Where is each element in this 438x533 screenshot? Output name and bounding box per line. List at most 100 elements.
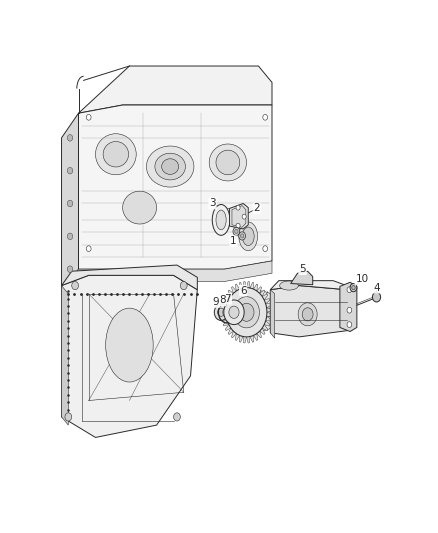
Polygon shape [267,308,272,312]
Polygon shape [231,331,237,338]
Polygon shape [61,276,197,438]
Ellipse shape [279,281,298,290]
Polygon shape [243,336,247,343]
Ellipse shape [95,134,136,175]
Polygon shape [225,294,231,300]
Text: 8: 8 [219,295,226,305]
Polygon shape [262,294,268,300]
Polygon shape [232,206,246,227]
Polygon shape [222,303,227,308]
Polygon shape [243,281,247,288]
Ellipse shape [103,142,129,167]
Ellipse shape [106,308,153,382]
Polygon shape [78,105,272,269]
Circle shape [352,286,355,290]
Circle shape [173,413,180,421]
Ellipse shape [162,159,179,174]
Ellipse shape [209,144,247,181]
Text: 7: 7 [225,294,231,304]
Ellipse shape [216,210,226,230]
Circle shape [226,288,267,337]
Circle shape [239,232,246,240]
Polygon shape [247,336,250,343]
Circle shape [223,307,232,318]
Circle shape [214,304,228,320]
Circle shape [67,200,73,207]
Polygon shape [235,334,240,341]
Ellipse shape [146,146,194,187]
Circle shape [229,306,239,318]
Circle shape [233,227,240,236]
Polygon shape [228,290,233,296]
Circle shape [67,233,73,240]
Polygon shape [264,298,270,304]
Circle shape [347,287,352,293]
Polygon shape [223,321,229,326]
Polygon shape [262,325,268,330]
Circle shape [350,284,357,292]
Circle shape [298,303,317,326]
Ellipse shape [242,227,254,246]
Polygon shape [61,286,68,425]
Circle shape [67,167,73,174]
Text: 6: 6 [240,286,247,295]
Polygon shape [61,265,197,290]
Circle shape [263,115,268,120]
Polygon shape [239,335,243,342]
Ellipse shape [216,150,240,175]
Polygon shape [228,328,233,335]
Circle shape [240,234,244,238]
Polygon shape [239,282,243,289]
Circle shape [347,322,352,327]
Polygon shape [270,281,346,290]
Ellipse shape [155,153,185,180]
Polygon shape [61,113,78,294]
Ellipse shape [212,205,230,235]
Polygon shape [247,281,250,288]
Polygon shape [270,286,346,337]
Circle shape [180,281,187,289]
Text: 5: 5 [299,264,306,274]
Circle shape [86,246,91,252]
Circle shape [224,300,244,325]
Polygon shape [291,271,313,285]
Polygon shape [78,66,272,113]
Circle shape [236,205,240,210]
Circle shape [72,281,78,289]
Circle shape [372,292,381,302]
Circle shape [263,246,268,252]
Circle shape [67,266,73,272]
Polygon shape [270,290,275,338]
Ellipse shape [231,290,282,332]
Polygon shape [340,282,357,332]
Polygon shape [250,335,254,342]
Circle shape [67,134,73,141]
Polygon shape [260,328,265,335]
Circle shape [302,308,313,321]
Polygon shape [254,334,258,341]
Polygon shape [235,284,240,291]
Text: 10: 10 [355,274,368,285]
Polygon shape [254,284,258,291]
Ellipse shape [239,222,258,251]
Polygon shape [231,287,237,293]
Circle shape [235,229,238,233]
Text: 3: 3 [209,198,216,208]
Polygon shape [266,303,271,308]
Circle shape [86,115,91,120]
Polygon shape [225,325,231,330]
Circle shape [233,297,259,328]
Text: 1: 1 [230,236,237,246]
Text: 9: 9 [213,297,219,307]
Circle shape [65,413,72,421]
Polygon shape [260,290,265,296]
Text: 4: 4 [373,282,380,293]
Polygon shape [230,204,248,229]
Polygon shape [222,317,227,321]
Circle shape [239,303,254,321]
Polygon shape [257,287,261,293]
Polygon shape [250,282,254,289]
Circle shape [347,308,352,313]
Polygon shape [221,312,226,317]
Polygon shape [61,261,272,306]
